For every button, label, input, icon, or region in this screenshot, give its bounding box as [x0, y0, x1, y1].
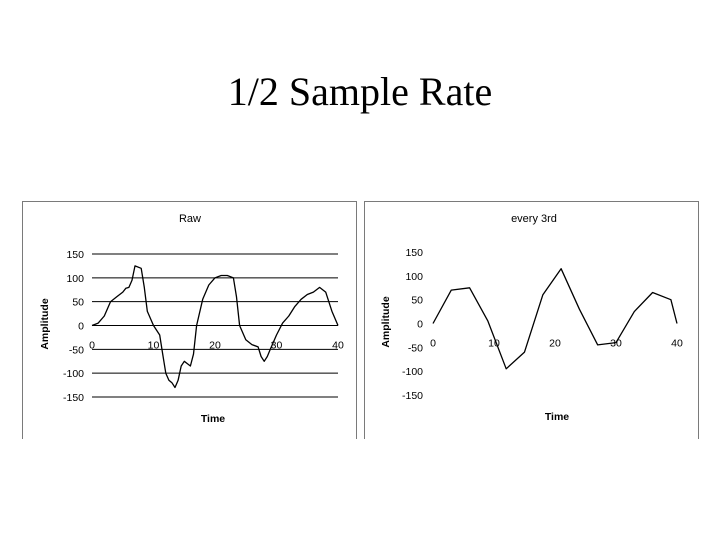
slide-title: 1/2 Sample Rate: [227, 69, 493, 114]
x-tick-label: 40: [671, 338, 683, 350]
every-3rd-chart: every 3rd Time Amplitude 150100500-50-10…: [380, 213, 683, 423]
x-axis-label: Time: [545, 411, 569, 423]
y-tick-label: 100: [405, 271, 423, 283]
series-line: [91, 265, 339, 389]
y-tick-label: -150: [63, 392, 84, 404]
x-tick-label: 20: [549, 338, 561, 350]
y-axis-label: Amplitude: [380, 296, 392, 347]
y-tick-label: 0: [417, 319, 423, 331]
y-tick-label: -50: [69, 344, 84, 356]
raw-chart: Raw Time Amplitude 150 100 50 0 -50 -100 -150 0…: [39, 213, 344, 425]
x-axis-label: Time: [201, 413, 225, 425]
y-tick-label: 50: [72, 297, 84, 309]
x-tick-label: 40: [332, 340, 344, 352]
y-tick-label: -50: [408, 342, 423, 354]
x-tick-label: 20: [209, 340, 221, 352]
y-tick-label: -100: [63, 368, 84, 380]
x-tick-label: 10: [488, 338, 500, 350]
y-tick-label: 100: [66, 273, 84, 285]
series-line: [432, 268, 678, 370]
x-tick-label: 30: [610, 338, 622, 350]
y-tick-label: 50: [411, 295, 423, 307]
y-tick-label: 0: [78, 321, 84, 333]
y-tick-label: -100: [402, 366, 423, 378]
x-tick-label: 10: [148, 340, 160, 352]
x-tick-label: 0: [430, 338, 436, 350]
y-tick-label: 150: [405, 247, 423, 259]
y-tick-label: 150: [66, 249, 84, 261]
x-tick-label: 30: [271, 340, 283, 352]
chart-title: Raw: [179, 213, 201, 225]
chart-title: every 3rd: [511, 213, 557, 225]
x-tick-label: 0: [89, 340, 95, 352]
y-tick-label: -150: [402, 390, 423, 402]
chart-panel-every-3rd: every 3rd Time Amplitude 150 100 50 0 -50 -10…: [364, 201, 699, 439]
chart-panel-raw: Raw Time Amplitude 150 100 50 0 -50 -100 -150 0…: [22, 201, 357, 439]
y-axis-label: Amplitude: [39, 298, 51, 349]
